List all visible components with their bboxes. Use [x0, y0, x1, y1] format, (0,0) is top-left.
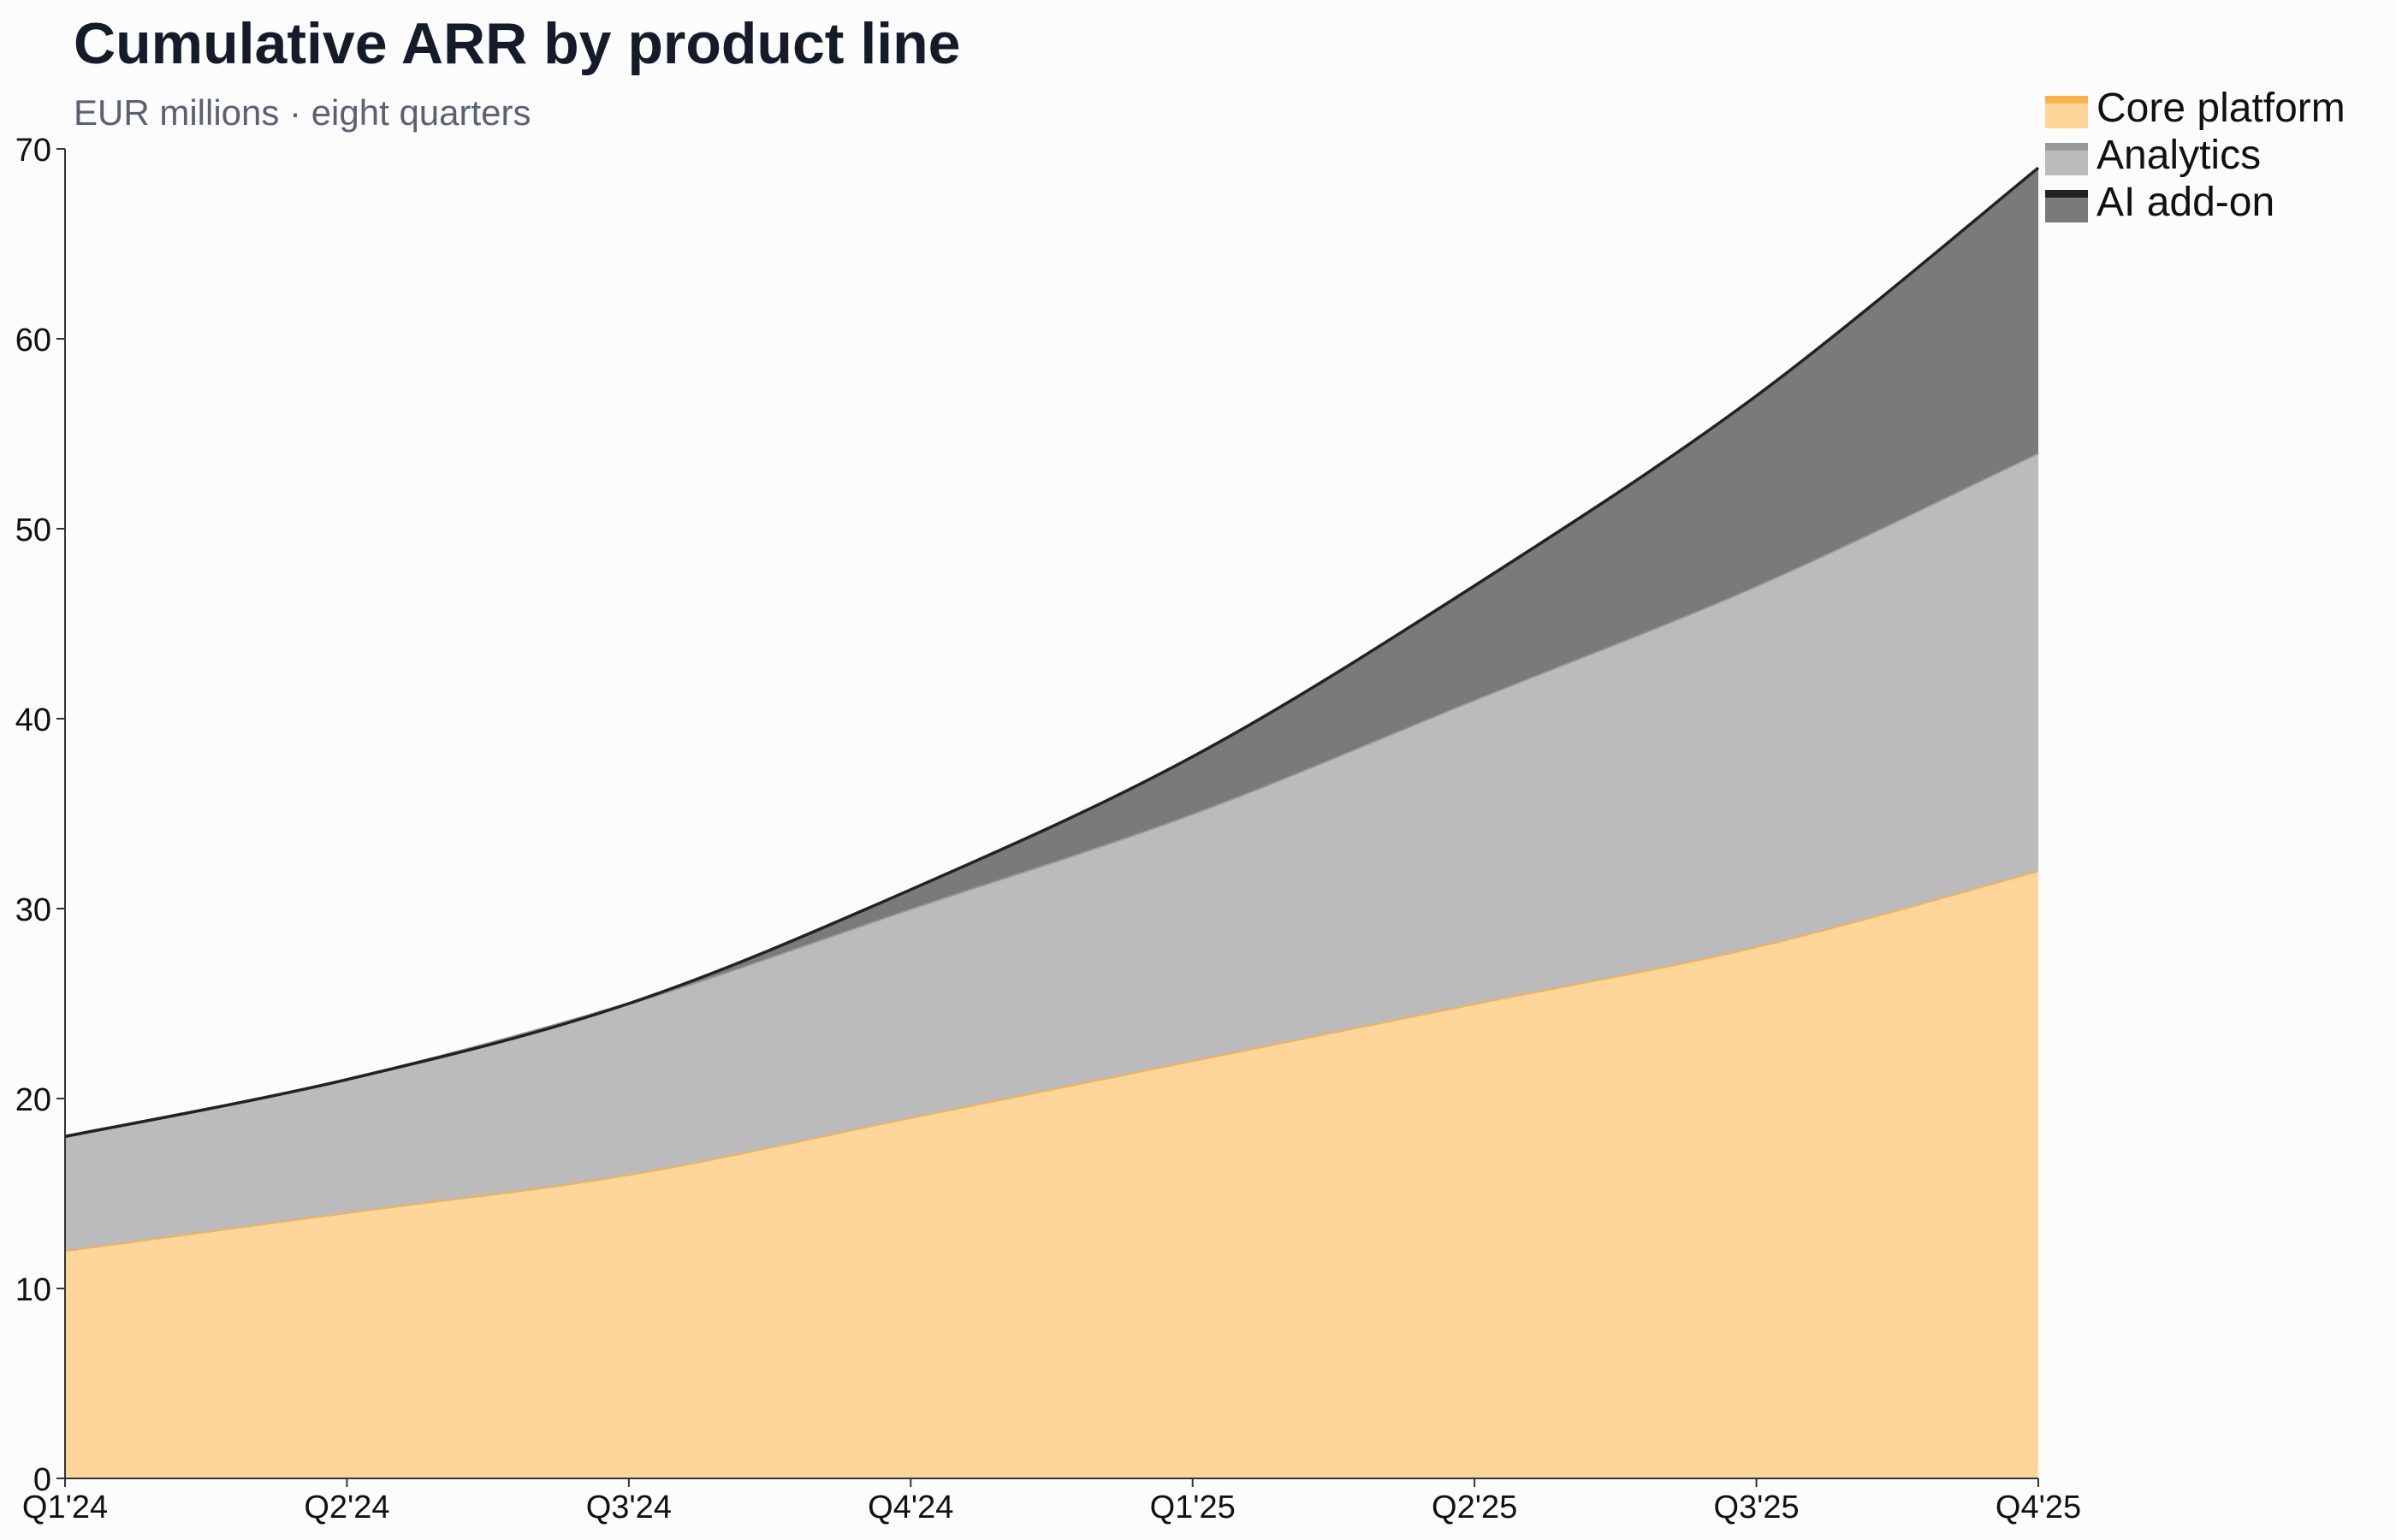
ai-add-on-legend-swatch-line [2045, 190, 2088, 198]
ai-add-on-line [64, 166, 2040, 1139]
x-tick-label: Q1'25 [1150, 1490, 1236, 1525]
x-tick-label: Q3'24 [586, 1490, 672, 1525]
x-tick-label: Q3'25 [1713, 1490, 1799, 1525]
y-tick-label: 10 [15, 1272, 51, 1308]
axes: 0 10 20 30 40 50 60 70 Q1'24 Q2'24 Q3'24 Q4'24 Q1'25… [15, 133, 2081, 1525]
y-tick-label: 40 [15, 702, 51, 738]
ai-add-on-legend-label: AI add-on [2096, 180, 2274, 225]
x-tick-label: Q4'25 [1996, 1490, 2081, 1525]
analytics-legend-label: Analytics [2096, 133, 2261, 178]
core-platform-legend-label: Core platform [2096, 86, 2346, 131]
analytics-legend-swatch-line [2045, 143, 2088, 151]
core-platform-area [65, 870, 2038, 1478]
y-tick-label: 20 [15, 1082, 51, 1118]
y-tick-label: 0 [33, 1462, 51, 1498]
x-tick-label: Q2'24 [304, 1490, 389, 1525]
x-tick-label: Q4'24 [868, 1490, 953, 1525]
core-platform-legend-swatch-line [2045, 96, 2088, 104]
y-tick-label: 60 [15, 323, 51, 358]
chart-subtitle: EUR millions · eight quarters [74, 92, 531, 133]
chart-title: Cumulative ARR by product line [74, 11, 961, 76]
y-tick-label: 50 [15, 512, 51, 548]
area-layers [64, 166, 2040, 1478]
x-tick-label: Q2'25 [1432, 1490, 1517, 1525]
y-tick-label: 30 [15, 892, 51, 928]
analytics-area [65, 453, 2038, 1251]
y-tick-label: 70 [15, 133, 51, 169]
x-tick-label: Q1'24 [22, 1490, 108, 1525]
